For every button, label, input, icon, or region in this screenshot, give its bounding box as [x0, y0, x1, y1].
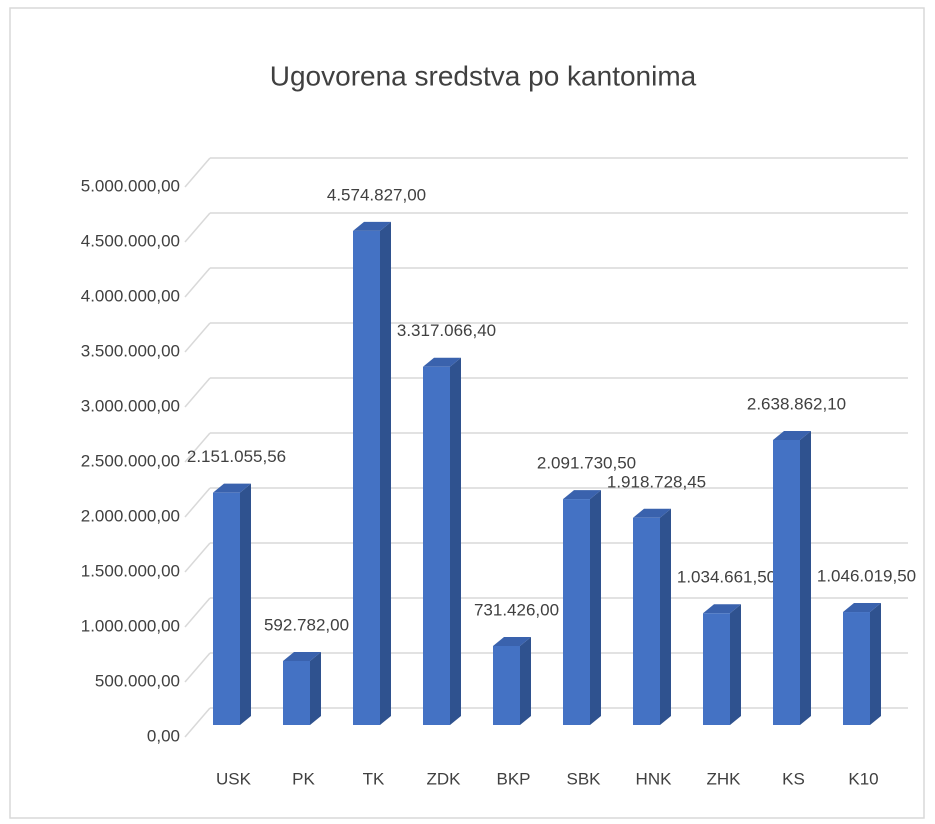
data-label: 2.091.730,50 [537, 454, 636, 473]
bar-side [590, 490, 601, 725]
bar [703, 613, 730, 725]
chart-frame [9, 7, 925, 819]
y-tick-label: 4.500.000,00 [81, 231, 180, 250]
y-tick-label: 3.500.000,00 [81, 341, 180, 360]
x-tick-label: BKP [496, 769, 530, 788]
y-tick-label: 1.500.000,00 [81, 561, 180, 580]
bar-top [843, 603, 881, 613]
y-tick-label: 4.000.000,00 [81, 286, 180, 305]
grid-line-side [184, 542, 211, 573]
bar-side [380, 221, 391, 725]
bar-side [800, 431, 811, 725]
bar [773, 440, 800, 725]
x-tick-label: SBK [566, 769, 601, 788]
data-label: 2.151.055,56 [187, 447, 286, 466]
grid-line-side [184, 707, 211, 738]
grid-line-side [184, 322, 211, 353]
x-tick-label: KS [782, 769, 805, 788]
bar-side [310, 651, 321, 725]
bar-top [633, 508, 671, 518]
bar-top [423, 357, 461, 367]
data-label: 731.426,00 [474, 600, 559, 619]
bar [493, 646, 520, 725]
bar-top [563, 490, 601, 500]
bar-top [773, 431, 811, 441]
bar-top [703, 604, 741, 614]
data-label: 3.317.066,40 [397, 321, 496, 340]
data-label: 1.918.728,45 [607, 472, 706, 491]
grid-line-side [184, 487, 211, 518]
y-tick-label: 1.000.000,00 [81, 616, 180, 635]
bar-side [730, 604, 741, 725]
bar-side [450, 357, 461, 725]
x-tick-label: PK [292, 769, 315, 788]
bar [283, 660, 310, 725]
bar [353, 230, 380, 725]
data-label: 592.782,00 [264, 615, 349, 634]
data-label: 1.034.661,50 [677, 568, 776, 587]
grid-line-side [184, 267, 211, 298]
grid-line-side [184, 212, 211, 243]
grid-line-side [184, 377, 211, 408]
x-tick-label: ZDK [427, 769, 462, 788]
y-tick-label: 5.000.000,00 [81, 176, 180, 195]
bar-side [660, 508, 671, 725]
data-label: 4.574.827,00 [327, 185, 426, 204]
grid-line-side [184, 652, 211, 683]
bar-top [283, 651, 321, 661]
x-tick-label: K10 [848, 769, 878, 788]
grid-line-side [184, 597, 211, 628]
x-tick-label: TK [363, 769, 385, 788]
x-tick-label: HNK [636, 769, 673, 788]
bar [633, 517, 660, 725]
bar [563, 499, 590, 725]
x-tick-label: USK [216, 769, 252, 788]
y-tick-label: 2.500.000,00 [81, 451, 180, 470]
grid-line-side [184, 157, 211, 188]
chart-title: Ugovorena sredstva po kantonima [270, 60, 697, 91]
bar [213, 492, 240, 725]
y-tick-label: 3.000.000,00 [81, 396, 180, 415]
y-tick-label: 500.000,00 [95, 671, 180, 690]
bar-side [240, 483, 251, 725]
data-label: 1.046.019,50 [817, 567, 916, 586]
bar-side [870, 603, 881, 725]
y-tick-label: 2.000.000,00 [81, 506, 180, 525]
bar-top [353, 221, 391, 231]
bar-top [493, 637, 531, 647]
bar-top [213, 483, 251, 493]
bar-side [520, 637, 531, 725]
y-tick-label: 0,00 [147, 726, 180, 745]
bar [423, 366, 450, 725]
grid-line-side [184, 432, 211, 463]
data-label: 2.638.862,10 [747, 394, 846, 413]
x-tick-label: ZHK [707, 769, 742, 788]
bar [843, 612, 870, 725]
